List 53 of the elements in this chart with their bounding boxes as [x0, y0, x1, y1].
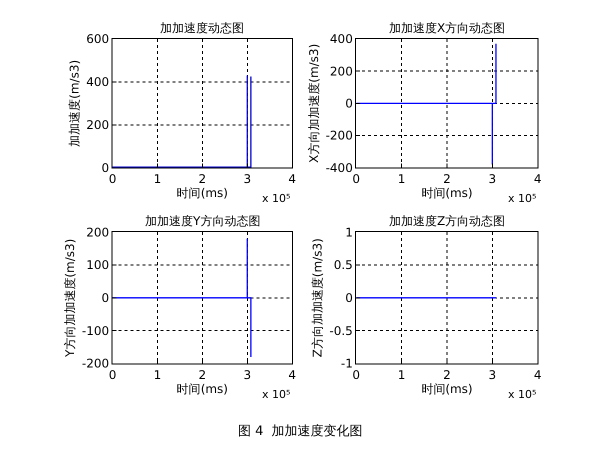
y-tick-label: 200 — [86, 118, 110, 132]
x-tick-label: 3 — [488, 368, 496, 382]
x-tick-label: 1 — [154, 172, 162, 186]
y-axis-title: 加加速度(m/s3) — [68, 60, 82, 147]
x-tick-label: 3 — [243, 368, 252, 382]
x-axis-title: 时间(ms) — [176, 382, 228, 396]
y-axis-title: Z方向加加速度(m/s3) — [310, 238, 325, 358]
y-tick-label: 0 — [345, 291, 353, 306]
x-axis-title: 时间(ms) — [176, 186, 228, 200]
x-tick-label: 2 — [198, 368, 206, 382]
caption: 图 4 加加速度变化图 — [238, 423, 363, 439]
y-tick-label: -200 — [82, 356, 110, 371]
text: x 10⁵ — [508, 388, 536, 401]
chart-title: 加加速度Z方向动态图 — [389, 214, 506, 228]
x-tick-label: 2 — [443, 368, 451, 382]
y-tick-label: 1 — [345, 225, 353, 240]
y-tick-label: 0 — [345, 96, 353, 111]
x-tick-label: 4 — [534, 368, 542, 382]
x-tick-label: 4 — [288, 172, 296, 186]
y-tick-label: -400 — [326, 160, 353, 175]
y-tick-label: -1 — [340, 356, 353, 371]
y-tick-label: 200 — [86, 225, 110, 240]
line-series — [112, 74, 252, 168]
x-axis-title: 时间(ms) — [421, 382, 473, 396]
y-tick-label: 0 — [101, 160, 110, 175]
y-tick-label: -200 — [326, 128, 353, 143]
y-tick-label: 0 — [101, 291, 110, 306]
x-tick-label: 3 — [243, 172, 252, 186]
x-tick-label: 3 — [488, 172, 496, 186]
y-tick-label: -0.5 — [329, 324, 353, 338]
chart-title: 加加速度Y方向动态图 — [145, 214, 260, 228]
y-tick-label: 600 — [86, 32, 110, 46]
x-tick-label: 1 — [398, 368, 406, 382]
chart-title: 加加速度动态图 — [160, 21, 244, 35]
x-tick-label: 4 — [288, 368, 296, 382]
text: x 10⁵ — [262, 388, 290, 401]
chart-title: 加加速度X方向动态图 — [389, 21, 506, 35]
y-tick-label: 100 — [86, 258, 110, 272]
y-tick-label: 200 — [330, 64, 353, 78]
x-tick-label: 2 — [198, 172, 206, 186]
y-tick-label: 400 — [330, 32, 353, 46]
x-tick-label: 4 — [534, 172, 542, 186]
y-tick-label: 400 — [86, 75, 110, 90]
x-tick-label: 2 — [443, 172, 451, 186]
y-tick-label: 0.5 — [334, 258, 353, 272]
y-axis-title: Y方向加加速度(m/s3) — [63, 238, 78, 358]
text: x 10⁵ — [262, 192, 290, 205]
x-axis-title: 时间(ms) — [421, 186, 473, 200]
x-tick-label: 1 — [154, 368, 162, 382]
text: x 10⁵ — [508, 192, 536, 205]
y-tick-label: -100 — [82, 324, 110, 338]
y-axis-title: X方向加加速度(m/s3) — [306, 44, 321, 163]
x-tick-label: 1 — [398, 172, 406, 186]
